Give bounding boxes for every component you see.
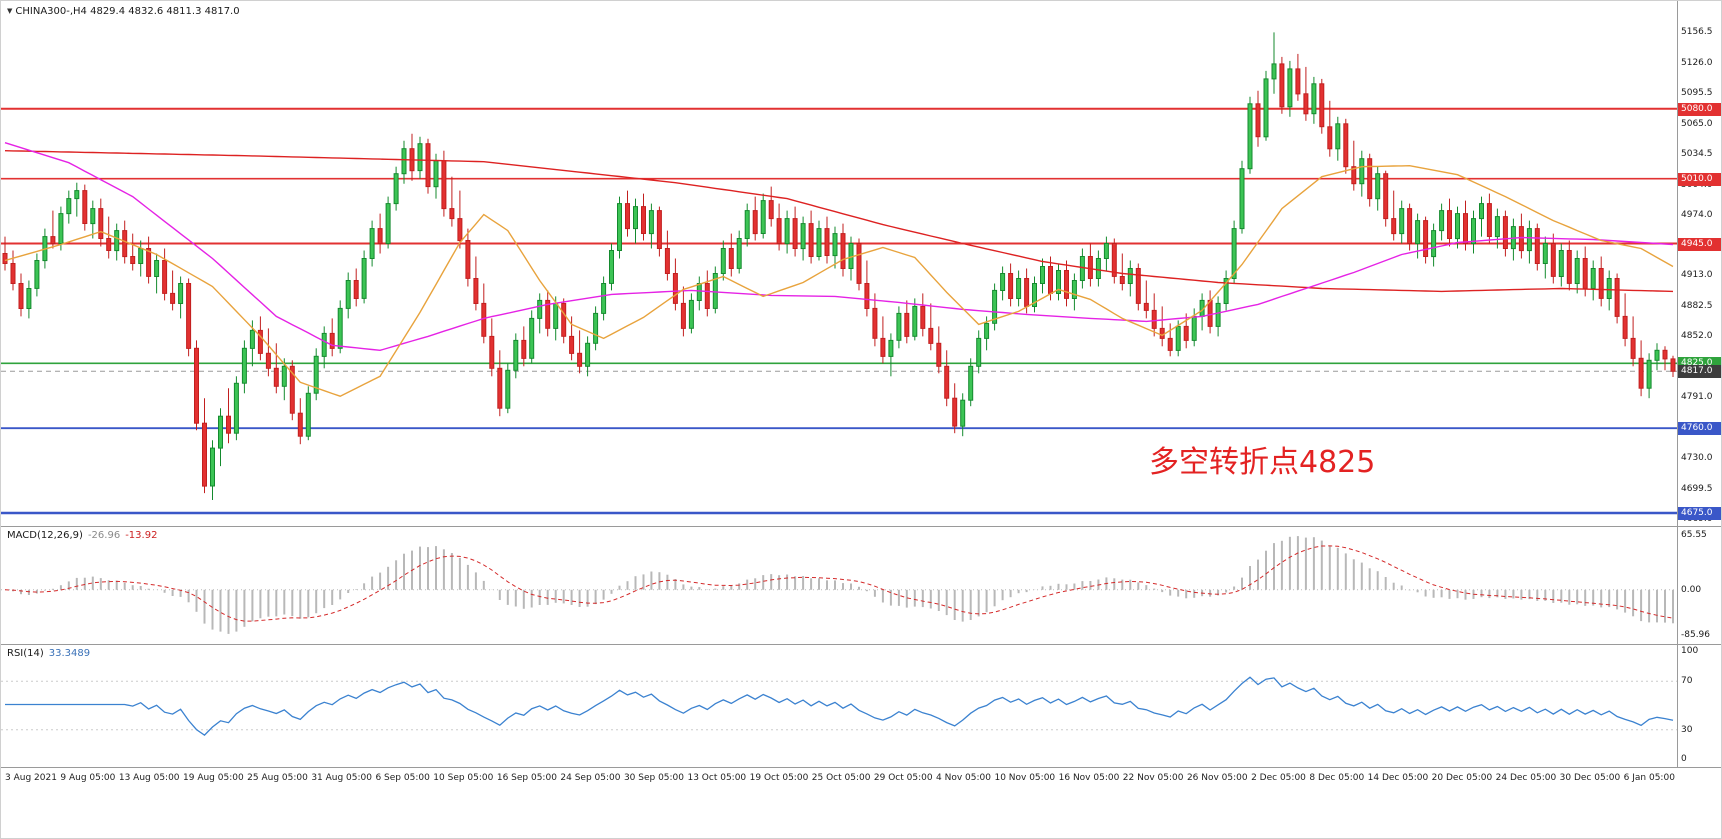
macd-axis-label: 65.55 [1681, 530, 1707, 540]
rsi-name: RSI(14) [7, 648, 44, 659]
rsi-chart-canvas[interactable] [1, 645, 1677, 766]
price-axis-label: 4974.0 [1681, 210, 1713, 220]
time-axis-label: 10 Sep 05:00 [433, 773, 494, 783]
macd-value-axis[interactable]: 65.55 0.00 -85.96 [1677, 527, 1721, 644]
time-axis-label: 22 Nov 05:00 [1122, 773, 1184, 783]
price-axis-label: 5065.0 [1681, 119, 1713, 129]
price-level-tag: 4945.0 [1678, 238, 1721, 251]
macd-label: MACD(12,26,9) -26.96 -13.92 [7, 530, 157, 541]
macd-name: MACD(12,26,9) [7, 530, 83, 541]
time-axis-label: 14 Dec 05:00 [1367, 773, 1429, 783]
price-chart-panel[interactable]: ▼ CHINA300-,H4 4829.4 4832.6 4811.3 4817.… [1, 1, 1721, 527]
rsi-value-axis[interactable]: 100 70 30 0 [1677, 645, 1721, 767]
time-axis-label: 4 Nov 05:00 [936, 773, 991, 783]
pivot-annotation-text: 多空转折点4825 [1149, 445, 1376, 480]
time-axis-label: 31 Aug 05:00 [311, 773, 372, 783]
time-axis-label: 24 Sep 05:00 [560, 773, 621, 783]
price-level-tag: 4675.0 [1678, 507, 1721, 520]
rsi-panel[interactable]: RSI(14) 33.3489 100 70 30 0 [1, 645, 1721, 768]
time-axis-label: 19 Aug 05:00 [183, 773, 244, 783]
time-axis-label: 13 Oct 05:00 [687, 773, 747, 783]
price-level-tag: 5010.0 [1678, 173, 1721, 186]
rsi-axis-label: 70 [1681, 676, 1693, 686]
candlestick-chart-canvas[interactable] [1, 1, 1677, 525]
time-axis-label: 26 Nov 05:00 [1186, 773, 1248, 783]
time-axis-label: 2 Dec 05:00 [1251, 773, 1306, 783]
time-axis-label: 13 Aug 05:00 [118, 773, 180, 783]
macd-signal-value: -13.92 [125, 530, 158, 541]
time-axis-label: 16 Sep 05:00 [496, 773, 557, 783]
price-level-tag: 4760.0 [1678, 422, 1721, 435]
time-axis-label: 30 Dec 05:00 [1559, 773, 1621, 783]
price-axis-label: 5095.5 [1681, 88, 1713, 98]
symbol-dropdown-icon[interactable]: ▼ [7, 7, 13, 15]
rsi-axis-label: 0 [1681, 754, 1687, 764]
symbol-info: ▼ CHINA300-,H4 4829.4 4832.6 4811.3 4817.… [7, 6, 240, 17]
time-axis-label: 25 Aug 05:00 [247, 773, 308, 783]
time-axis[interactable]: 3 Aug 2021 9 Aug 05:00 13 Aug 05:00 19 Aug … [1, 768, 1677, 792]
price-level-tag: 4817.0 [1678, 365, 1721, 378]
price-axis-label: 4791.0 [1681, 392, 1713, 402]
time-axis-label: 6 Jan 05:00 [1623, 773, 1675, 783]
price-axis-label: 4699.5 [1681, 484, 1713, 494]
price-axis-label: 5156.5 [1681, 27, 1713, 37]
macd-panel[interactable]: MACD(12,26,9) -26.96 -13.92 65.55 0.00 -85.9… [1, 527, 1721, 645]
time-axis-label: 24 Dec 05:00 [1495, 773, 1557, 783]
price-level-tag: 5080.0 [1678, 103, 1721, 116]
time-axis-label: 16 Nov 05:00 [1058, 773, 1120, 783]
macd-axis-label: -85.96 [1681, 630, 1711, 640]
time-axis-label: 30 Sep 05:00 [623, 773, 685, 783]
price-axis-label: 4852.0 [1681, 331, 1713, 341]
macd-chart-canvas[interactable] [1, 527, 1677, 643]
rsi-axis-label: 30 [1681, 725, 1693, 735]
time-axis-label: 6 Sep 05:00 [375, 773, 430, 783]
price-axis-label: 4913.0 [1681, 270, 1713, 280]
time-axis-label: 8 Dec 05:00 [1309, 773, 1365, 783]
rsi-label: RSI(14) 33.3489 [7, 648, 90, 659]
time-axis-label: 25 Oct 05:00 [811, 773, 871, 783]
time-axis-label: 10 Nov 05:00 [994, 773, 1056, 783]
time-axis-label: 9 Aug 05:00 [60, 773, 116, 783]
time-axis-label: 3 Aug 2021 [5, 773, 57, 783]
rsi-value: 33.3489 [48, 648, 91, 659]
price-axis-label: 4882.5 [1681, 301, 1713, 311]
rsi-axis-label: 100 [1681, 646, 1699, 656]
symbol-ohlc-text: CHINA300-,H4 4829.4 4832.6 4811.3 4817.0 [15, 6, 240, 17]
macd-main-value: -26.96 [87, 530, 121, 541]
price-axis-label: 5126.0 [1681, 58, 1713, 68]
time-axis-label: 20 Dec 05:00 [1431, 773, 1493, 783]
price-axis-label: 4730.0 [1681, 453, 1713, 463]
price-axis-label: 5034.5 [1681, 149, 1713, 159]
price-axis[interactable]: 5156.55126.05095.55065.05034.55004.04974… [1677, 1, 1721, 526]
macd-axis-label: 0.00 [1681, 585, 1702, 595]
time-axis-label: 29 Oct 05:00 [873, 773, 933, 783]
time-axis-label: 19 Oct 05:00 [749, 773, 809, 783]
